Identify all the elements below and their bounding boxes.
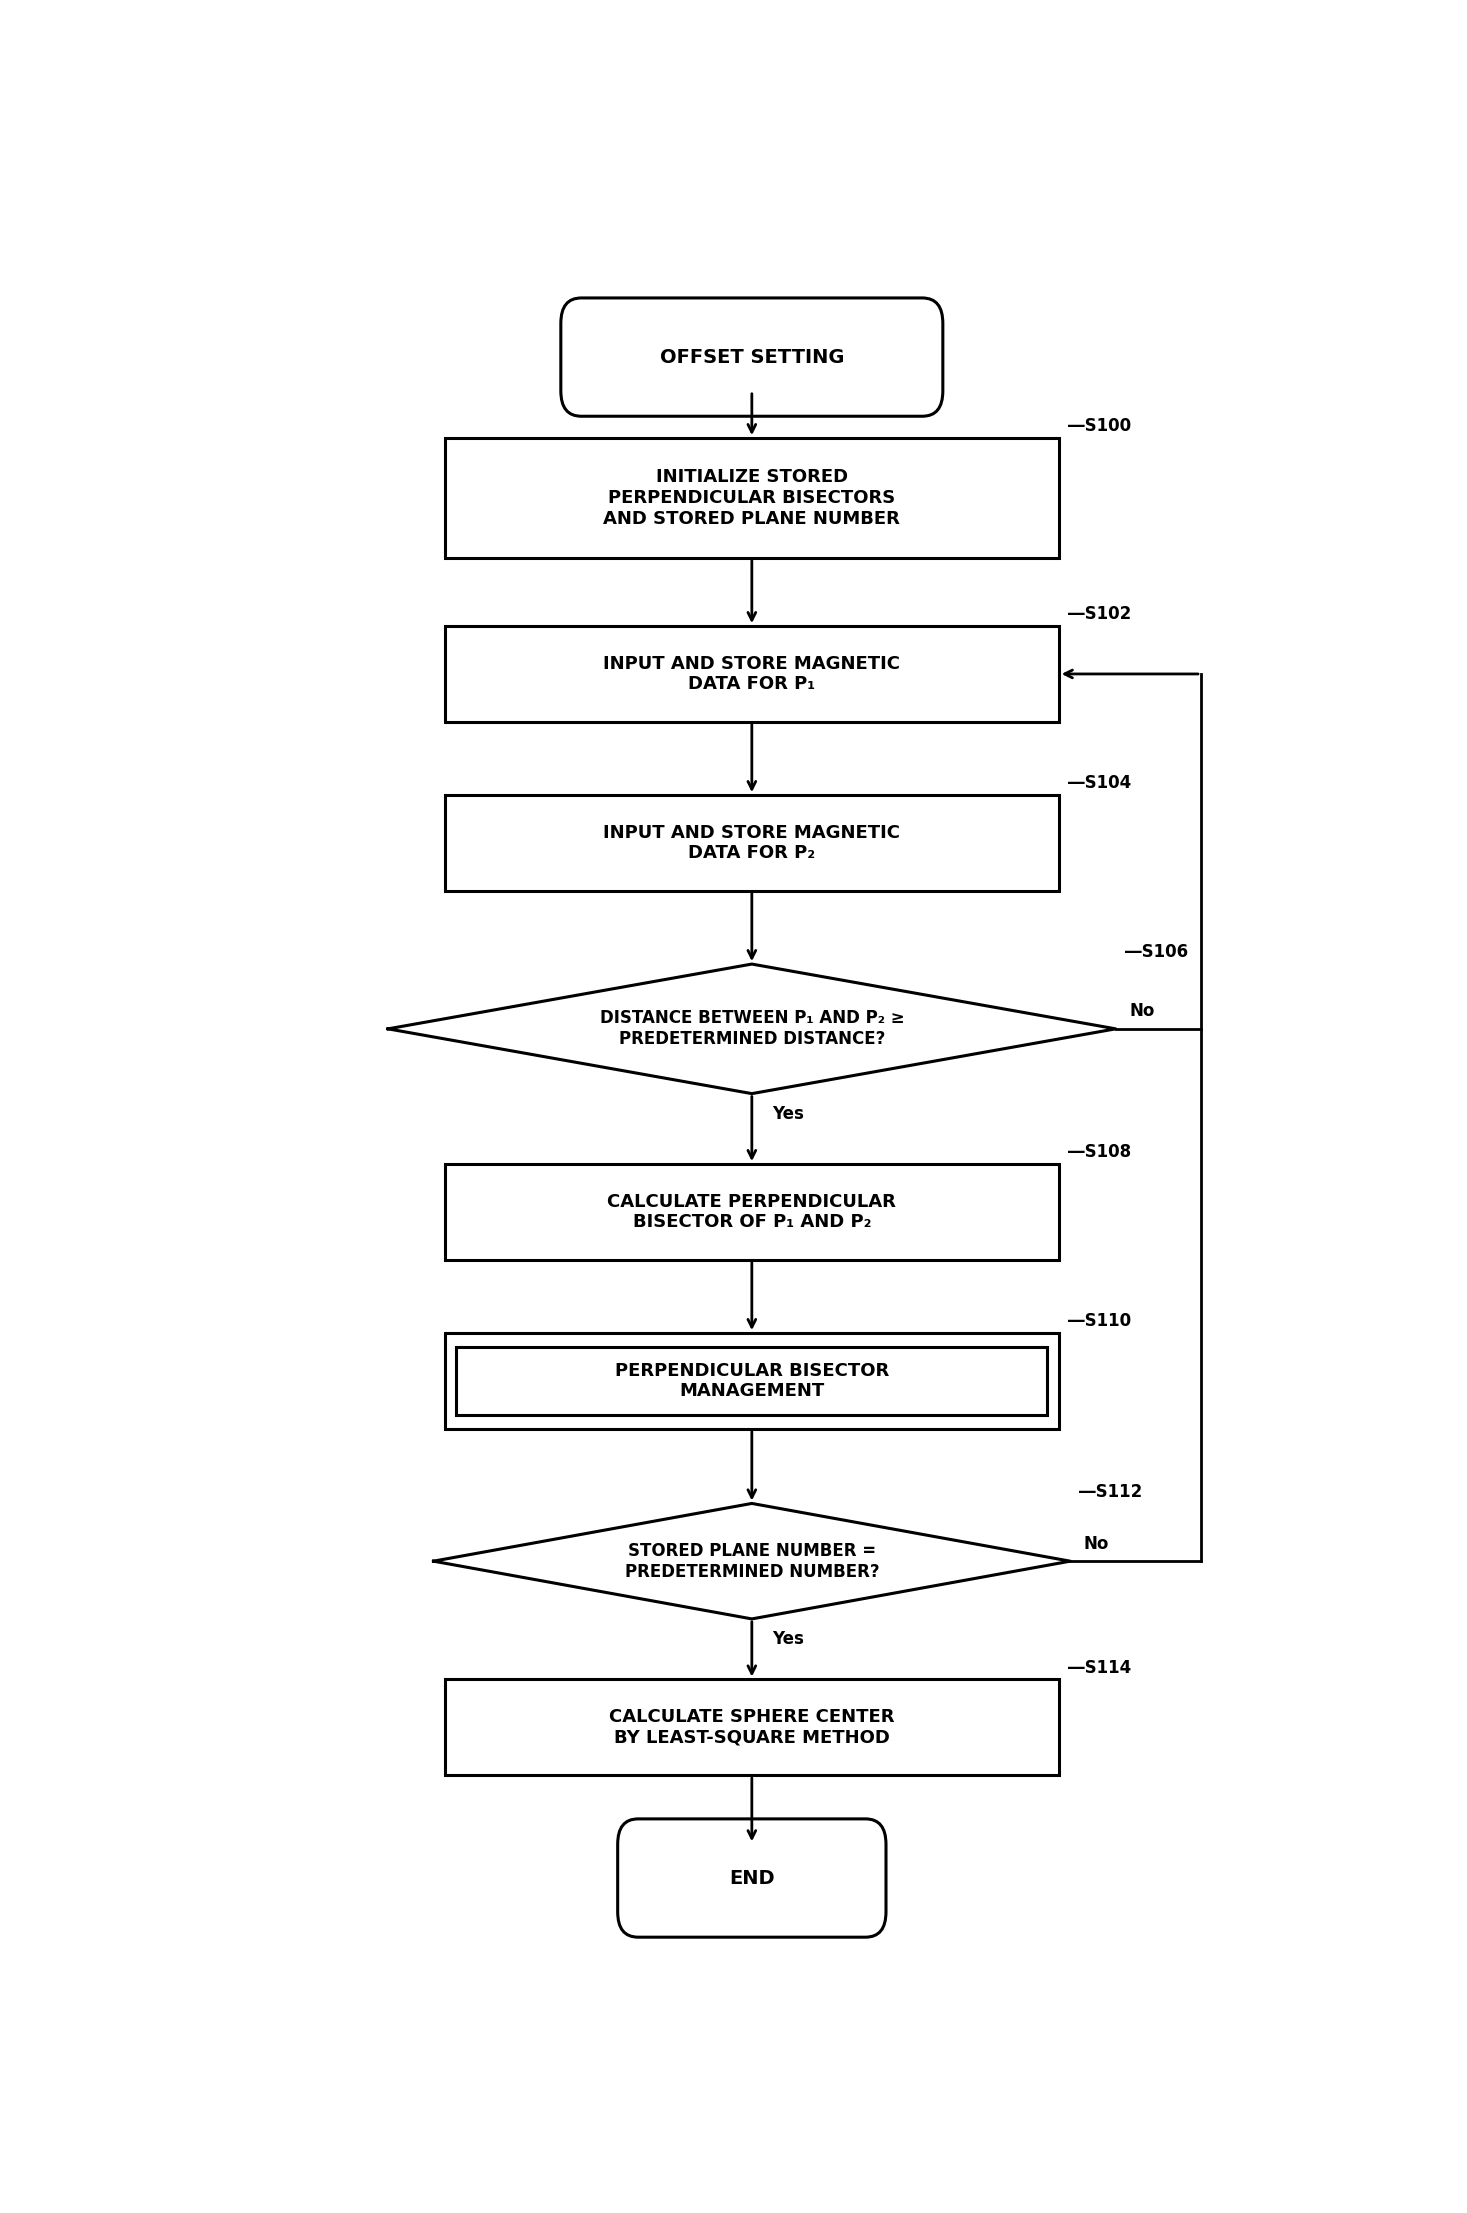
- Text: ―S102: ―S102: [1068, 606, 1131, 624]
- Text: ―S110: ―S110: [1068, 1312, 1131, 1330]
- Text: ―S106: ―S106: [1125, 943, 1188, 960]
- Text: OFFSET SETTING: OFFSET SETTING: [660, 347, 844, 367]
- Text: STORED PLANE NUMBER =
PREDETERMINED NUMBER?: STORED PLANE NUMBER = PREDETERMINED NUMB…: [625, 1542, 879, 1580]
- FancyBboxPatch shape: [618, 1819, 886, 1936]
- Bar: [445, 1332, 1059, 1430]
- Text: ―S104: ―S104: [1068, 775, 1131, 792]
- Text: INPUT AND STORE MAGNETIC
DATA FOR P₂: INPUT AND STORE MAGNETIC DATA FOR P₂: [603, 823, 901, 863]
- Text: CALCULATE PERPENDICULAR
BISECTOR OF P₁ AND P₂: CALCULATE PERPENDICULAR BISECTOR OF P₁ A…: [607, 1193, 896, 1230]
- Text: END: END: [729, 1868, 775, 1888]
- Text: INPUT AND STORE MAGNETIC
DATA FOR P₁: INPUT AND STORE MAGNETIC DATA FOR P₁: [603, 655, 901, 693]
- Text: CALCULATE SPHERE CENTER
BY LEAST-SQUARE METHOD: CALCULATE SPHERE CENTER BY LEAST-SQUARE …: [609, 1708, 895, 1746]
- Text: ―S112: ―S112: [1080, 1483, 1143, 1500]
- Text: INITIALIZE STORED
PERPENDICULAR BISECTORS
AND STORED PLANE NUMBER: INITIALIZE STORED PERPENDICULAR BISECTOR…: [603, 469, 901, 527]
- Text: PERPENDICULAR BISECTOR
MANAGEMENT: PERPENDICULAR BISECTOR MANAGEMENT: [615, 1361, 889, 1401]
- Text: Yes: Yes: [772, 1104, 804, 1122]
- Polygon shape: [434, 1503, 1071, 1620]
- FancyBboxPatch shape: [560, 299, 943, 416]
- Text: No: No: [1084, 1536, 1109, 1554]
- Polygon shape: [387, 965, 1115, 1093]
- Bar: [445, 794, 1059, 892]
- Text: Yes: Yes: [772, 1631, 804, 1649]
- Bar: [445, 438, 1059, 558]
- Bar: [445, 1164, 1059, 1259]
- Text: ―S100: ―S100: [1068, 418, 1131, 436]
- Bar: [445, 1680, 1059, 1775]
- Text: No: No: [1130, 1002, 1155, 1020]
- Bar: [445, 626, 1059, 721]
- Text: DISTANCE BETWEEN P₁ AND P₂ ≥
PREDETERMINED DISTANCE?: DISTANCE BETWEEN P₁ AND P₂ ≥ PREDETERMIN…: [600, 1009, 904, 1049]
- Text: ―S114: ―S114: [1068, 1660, 1131, 1677]
- Bar: [456, 1348, 1047, 1414]
- Text: ―S108: ―S108: [1068, 1144, 1131, 1162]
